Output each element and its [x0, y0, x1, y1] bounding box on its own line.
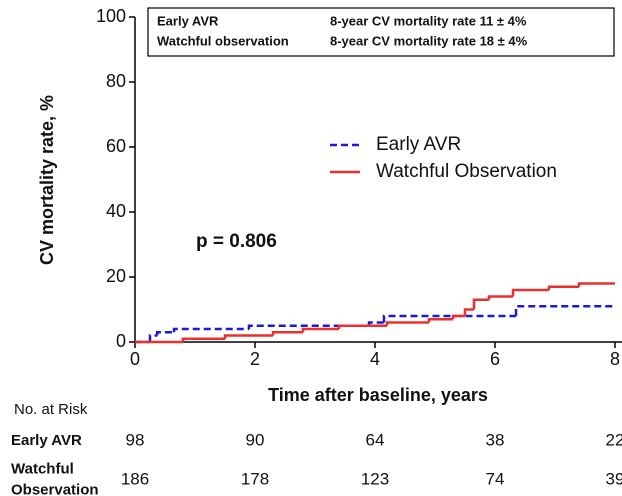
risk-row-label: Watchful — [11, 460, 74, 477]
y-tick-label: 60 — [106, 136, 126, 156]
step-segment — [181, 337, 225, 342]
x-tick-label: 4 — [370, 349, 380, 369]
step-segment — [511, 288, 549, 297]
step-segment — [487, 295, 513, 300]
step-segment — [247, 324, 369, 329]
step-segment — [472, 298, 489, 310]
y-tick-label: 20 — [106, 266, 126, 286]
step-segment — [463, 308, 474, 316]
step-segment — [155, 331, 174, 336]
step-segment — [514, 305, 615, 316]
y-tick-label: 40 — [106, 201, 126, 221]
risk-value: 64 — [366, 430, 385, 449]
step-segment — [451, 314, 465, 320]
risk-value: 123 — [361, 469, 389, 488]
x-tick-label: 6 — [490, 349, 500, 369]
risk-row-label: Early AVR — [11, 432, 82, 449]
risk-value: 22 — [606, 430, 622, 449]
risk-row-label: Observation — [11, 481, 99, 496]
x-tick-label: 0 — [130, 349, 140, 369]
risk-value: 74 — [486, 469, 505, 488]
x-tick-label: 2 — [250, 349, 260, 369]
step-segment — [385, 321, 429, 326]
summary-rate: 8-year CV mortality rate 11 ± 4% — [330, 13, 527, 28]
y-axis-label: CV mortality rate, % — [37, 95, 57, 265]
y-tick-label: 80 — [106, 71, 126, 91]
step-segment — [577, 282, 615, 287]
y-tick-label: 0 — [116, 331, 126, 351]
step-segment — [547, 285, 579, 290]
step-segment — [148, 334, 158, 342]
risk-value: 186 — [121, 469, 149, 488]
risk-value: 90 — [246, 430, 265, 449]
step-segment — [301, 327, 339, 333]
step-segment — [172, 327, 249, 333]
step-segment — [382, 314, 516, 323]
risk-value: 38 — [486, 430, 505, 449]
risk-value: 39 — [606, 469, 622, 488]
summary-label: Early AVR — [157, 13, 219, 28]
risk-value: 178 — [241, 469, 269, 488]
legend-label: Early AVR — [376, 134, 461, 155]
x-axis-label: Time after baseline, years — [268, 385, 488, 405]
p-value: p = 0.806 — [196, 231, 277, 252]
summary-box — [147, 7, 615, 57]
step-segment — [337, 324, 387, 329]
legend-label: Watchful Observation — [376, 161, 557, 182]
risk-table-title: No. at Risk — [14, 401, 88, 418]
y-tick-label: 100 — [96, 6, 126, 26]
step-segment — [271, 331, 303, 336]
summary-label: Watchful observation — [157, 33, 289, 48]
step-segment — [223, 334, 273, 339]
step-segment — [427, 318, 453, 323]
summary-rate: 8-year CV mortality rate 18 ± 4% — [330, 33, 528, 48]
risk-value: 98 — [126, 430, 145, 449]
x-tick-label: 8 — [610, 349, 620, 369]
